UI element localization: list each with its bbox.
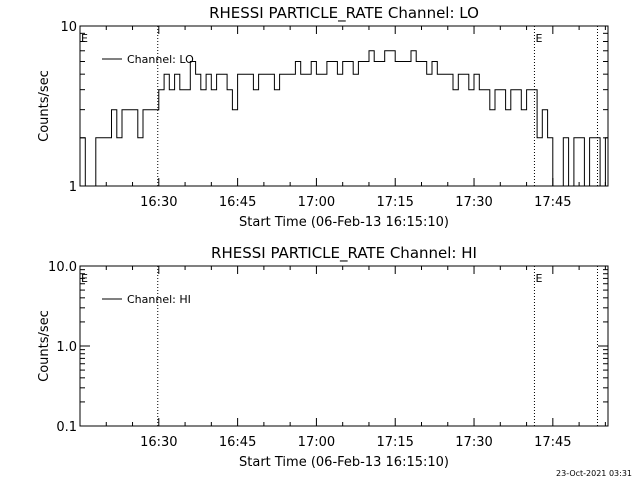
x-tick-label: 17:45 xyxy=(534,435,571,450)
plot-frame xyxy=(79,265,609,427)
x-tick-label: 17:15 xyxy=(376,435,413,450)
y-tick-label: 1 xyxy=(69,180,77,195)
y-axis-label: Counts/sec xyxy=(37,70,52,142)
series-line xyxy=(80,50,608,187)
x-axis-label: Start Time (06-Feb-13 16:15:10) xyxy=(239,455,449,470)
x-tick-label: 17:30 xyxy=(455,195,492,210)
x-tick-label: 17:30 xyxy=(455,435,492,450)
y-axis-label: Counts/sec xyxy=(37,310,52,382)
y-tick-label: 10 xyxy=(60,20,77,35)
event-label: E xyxy=(535,32,542,45)
x-axis-label: Start Time (06-Feb-13 16:15:10) xyxy=(239,215,449,230)
x-tick-label: 17:00 xyxy=(298,195,335,210)
chart-title: RHESSI PARTICLE_RATE Channel: LO xyxy=(209,4,479,23)
x-tick-label: 16:45 xyxy=(219,195,256,210)
y-tick-label: 10.0 xyxy=(48,260,77,275)
x-tick-label: 17:15 xyxy=(376,195,413,210)
y-tick-label: 0.1 xyxy=(56,420,77,435)
x-tick-label: 16:30 xyxy=(140,435,177,450)
legend-label: Channel: LO xyxy=(127,53,194,66)
timestamp-label: 23-Oct-2021 03:31 xyxy=(556,469,632,478)
x-tick-label: 17:45 xyxy=(534,195,571,210)
chart-title: RHESSI PARTICLE_RATE Channel: HI xyxy=(211,244,477,263)
event-label: E xyxy=(535,272,542,285)
x-tick-label: 16:30 xyxy=(140,195,177,210)
x-tick-label: 17:00 xyxy=(298,435,335,450)
x-tick-label: 16:45 xyxy=(219,435,256,450)
legend-label: Channel: HI xyxy=(127,293,191,306)
event-label: E xyxy=(81,32,88,45)
plot-frame xyxy=(79,25,609,187)
y-tick-label: 1.0 xyxy=(56,340,77,355)
event-label: E xyxy=(81,272,88,285)
